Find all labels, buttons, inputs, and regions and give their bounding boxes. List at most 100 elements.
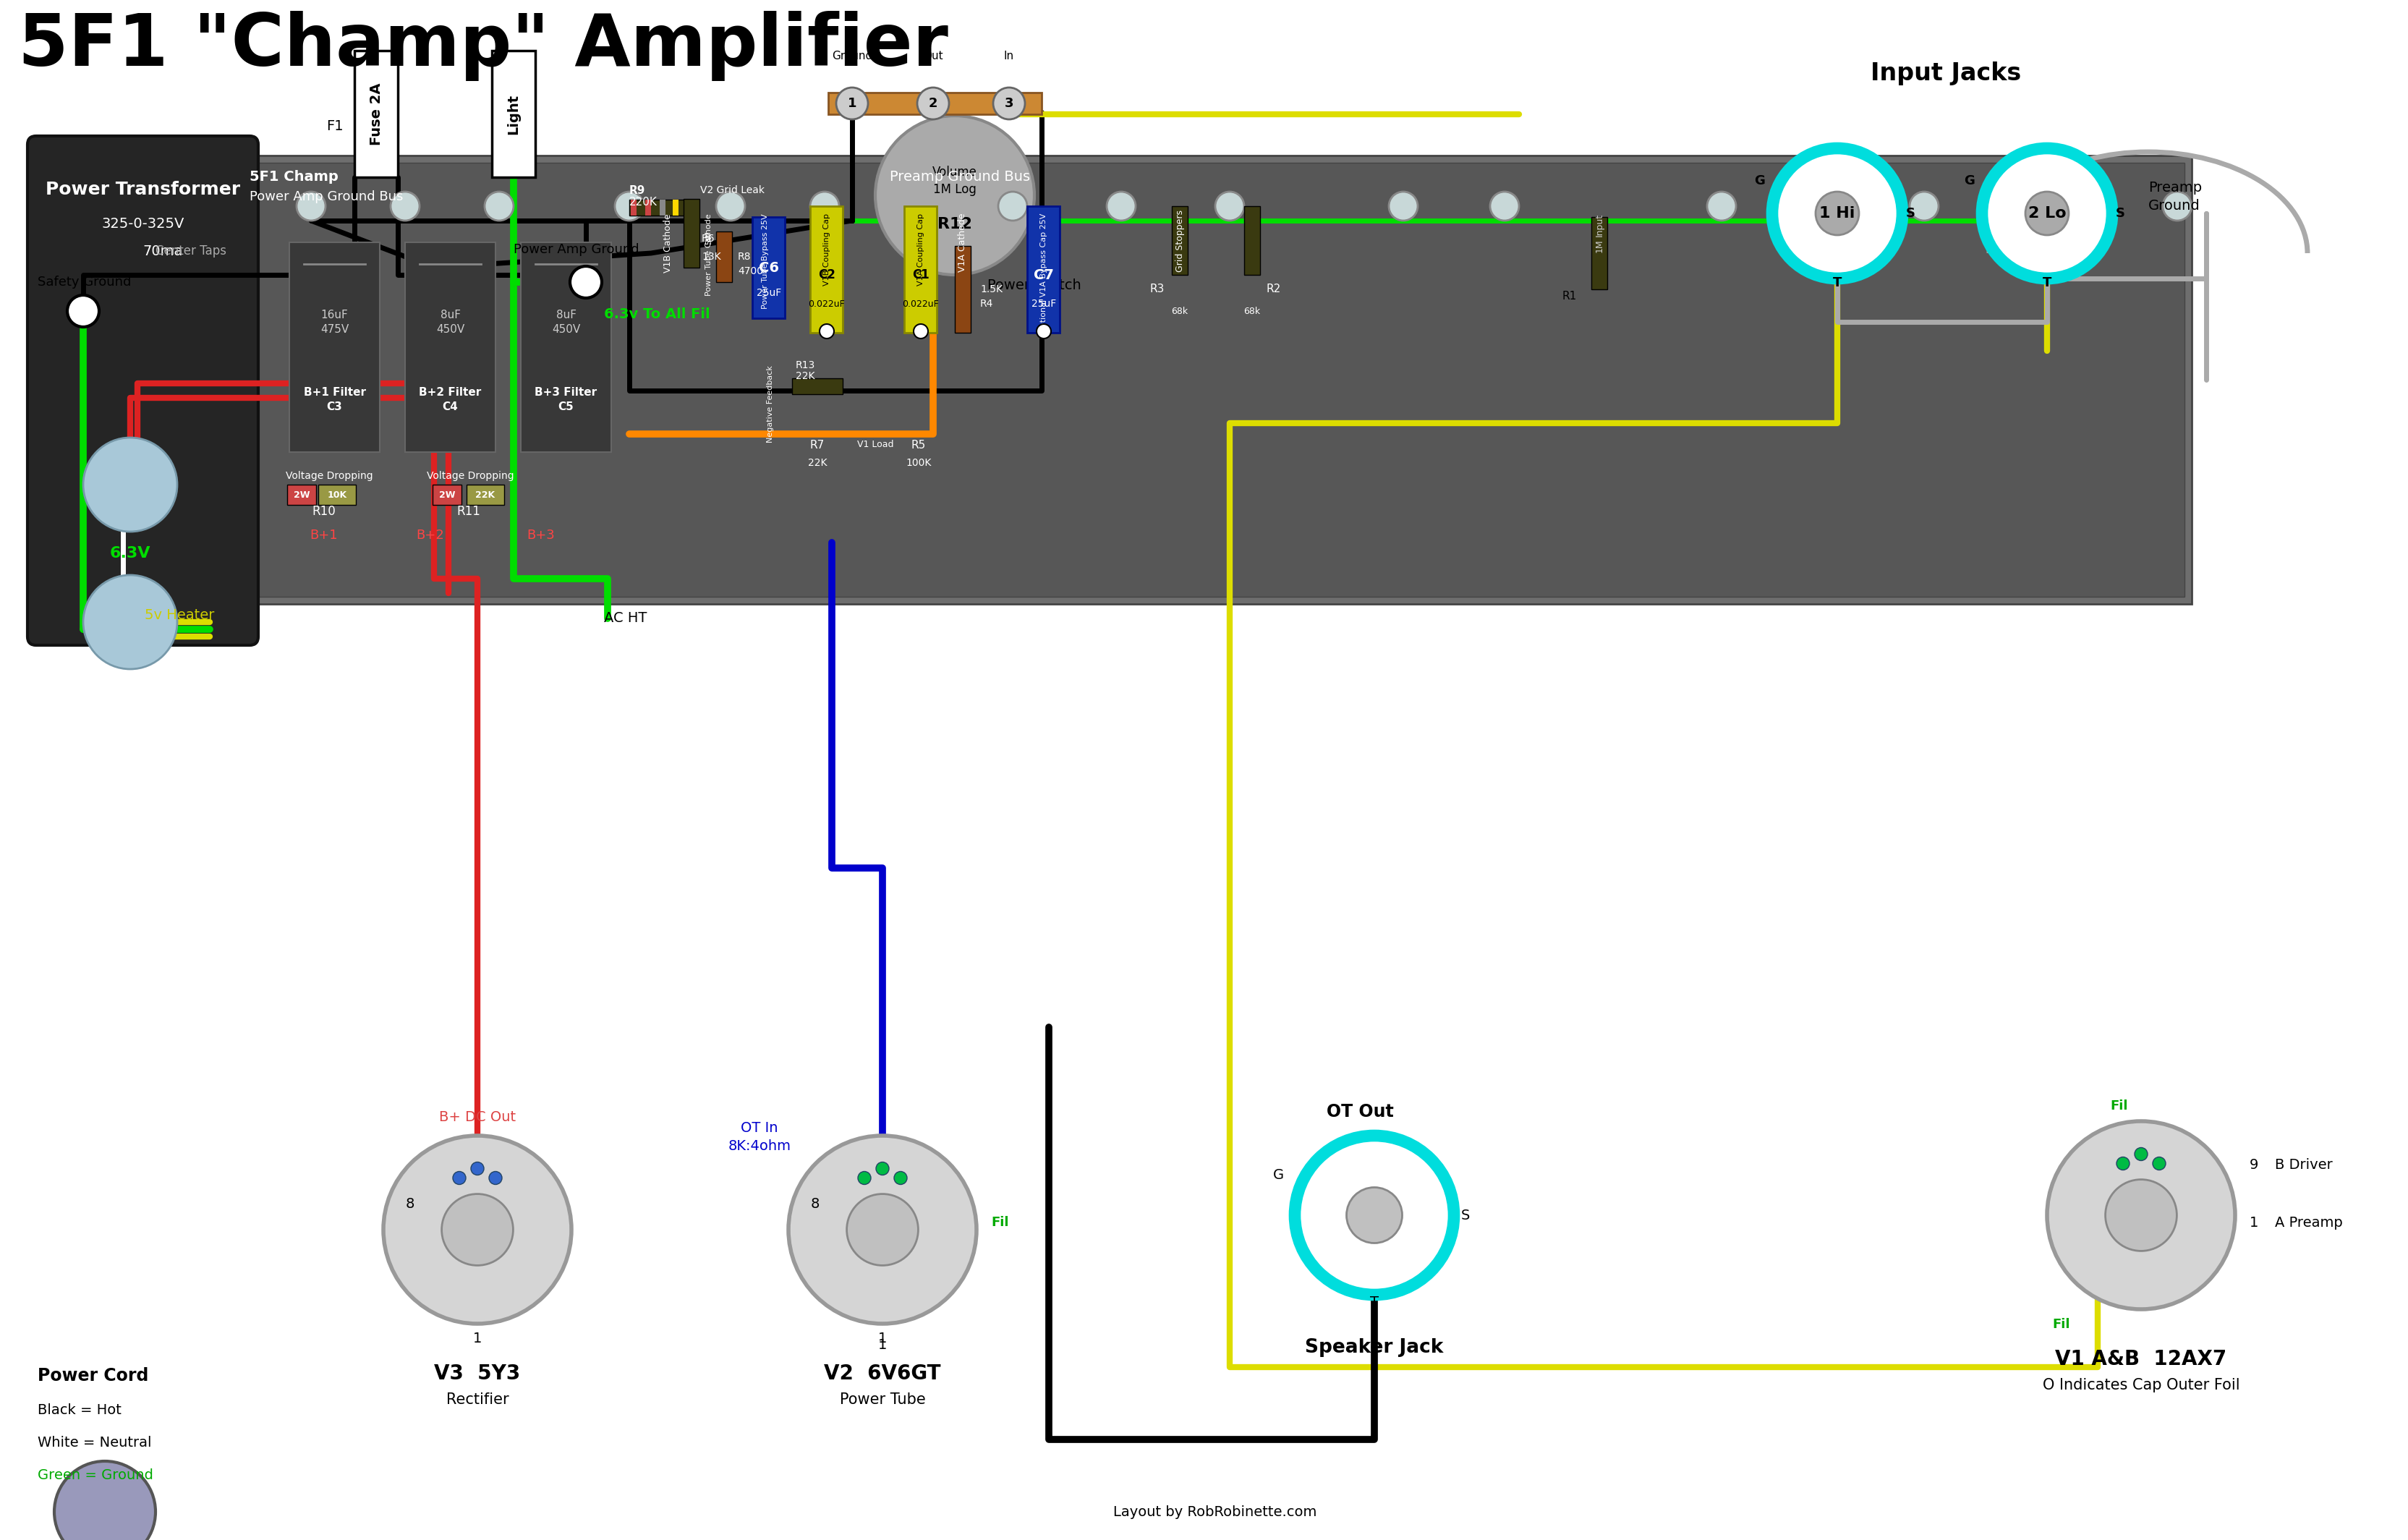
Text: R12: R12 <box>937 217 973 231</box>
Text: C7: C7 <box>1033 268 1055 282</box>
Text: 68k: 68k <box>1245 306 1259 316</box>
Text: In: In <box>1004 51 1014 62</box>
Text: OT In
8K:4ohm: OT In 8K:4ohm <box>727 1121 790 1153</box>
Circle shape <box>484 191 513 220</box>
Text: S: S <box>2117 206 2126 220</box>
Circle shape <box>1982 148 2112 279</box>
Text: Power Transformer: Power Transformer <box>46 180 241 199</box>
Text: 8: 8 <box>811 1198 819 1212</box>
Text: Power Tube Bypass 25V: Power Tube Bypass 25V <box>761 214 768 308</box>
Text: Volume
1M Log: Volume 1M Log <box>932 166 978 196</box>
Text: 1 Hi: 1 Hi <box>1820 206 1854 220</box>
Text: T: T <box>2042 276 2052 290</box>
Text: Negative Feedback: Negative Feedback <box>766 365 773 442</box>
Text: OT Out: OT Out <box>1327 1103 1394 1121</box>
Circle shape <box>1296 1135 1454 1295</box>
Text: Voltage Dropping: Voltage Dropping <box>426 471 513 480</box>
Bar <box>289 242 380 453</box>
Circle shape <box>2117 1157 2129 1170</box>
Text: Safety Ground: Safety Ground <box>39 276 130 288</box>
Bar <box>672 200 679 216</box>
Circle shape <box>1035 323 1050 339</box>
Circle shape <box>1491 191 1519 220</box>
Text: 0.022uF: 0.022uF <box>903 299 939 308</box>
Bar <box>631 200 636 216</box>
Text: Light: Light <box>506 94 520 134</box>
Circle shape <box>836 88 867 120</box>
Bar <box>903 206 937 333</box>
Text: B+3 Filter
C5: B+3 Filter C5 <box>535 387 597 413</box>
Text: 1: 1 <box>848 97 857 109</box>
Circle shape <box>1216 191 1245 220</box>
Circle shape <box>893 1172 908 1184</box>
Bar <box>751 217 785 319</box>
Bar <box>956 246 970 333</box>
Text: F1: F1 <box>327 120 344 134</box>
Text: Fuse 2A: Fuse 2A <box>368 83 383 145</box>
Circle shape <box>55 1461 157 1540</box>
Text: Input Jacks: Input Jacks <box>1871 62 2020 85</box>
Bar <box>715 231 732 282</box>
Text: 10K: 10K <box>327 490 347 499</box>
Text: Power Switch: Power Switch <box>987 279 1081 293</box>
Text: Fil: Fil <box>2052 1318 2071 1331</box>
Text: R4: R4 <box>980 299 995 310</box>
Text: Preamp
Ground: Preamp Ground <box>2148 180 2201 213</box>
Circle shape <box>441 1194 513 1266</box>
Bar <box>809 206 843 333</box>
Text: V2 Grid Leak: V2 Grid Leak <box>701 185 766 196</box>
Text: 1: 1 <box>879 1331 886 1344</box>
Text: 8uF
450V: 8uF 450V <box>551 310 580 334</box>
Bar <box>1028 206 1060 333</box>
Circle shape <box>1346 1187 1401 1243</box>
Text: 1.5K: 1.5K <box>980 285 1002 294</box>
Text: 2: 2 <box>929 97 937 109</box>
Text: 16uF
475V: 16uF 475V <box>320 310 349 334</box>
Text: Power Tube Cathode: Power Tube Cathode <box>706 214 713 296</box>
Circle shape <box>857 1172 872 1184</box>
Text: A Preamp: A Preamp <box>2276 1215 2343 1229</box>
Text: 100K: 100K <box>905 457 932 468</box>
Circle shape <box>571 266 602 299</box>
Text: 70ma: 70ma <box>142 245 183 259</box>
Text: 6.3V: 6.3V <box>111 547 152 561</box>
Bar <box>1592 217 1606 290</box>
Text: Power Amp Ground Bus: Power Amp Ground Bus <box>250 191 402 203</box>
Bar <box>684 199 698 268</box>
Circle shape <box>1910 191 1938 220</box>
Text: B Driver: B Driver <box>2276 1158 2333 1172</box>
Text: G: G <box>1965 174 1975 188</box>
Text: Fil: Fil <box>2109 1100 2129 1112</box>
Text: C6: C6 <box>759 260 780 274</box>
Text: 1: 1 <box>472 1331 482 1344</box>
Circle shape <box>787 1135 978 1324</box>
Circle shape <box>809 191 838 220</box>
Bar <box>318 485 356 505</box>
Text: S: S <box>1907 206 1914 220</box>
Text: 325-0-325V: 325-0-325V <box>101 217 185 231</box>
Circle shape <box>992 88 1026 120</box>
Bar <box>491 51 535 177</box>
Text: Input: Input <box>1594 214 1604 237</box>
Bar <box>1173 206 1187 274</box>
Circle shape <box>2105 1180 2177 1250</box>
Text: V1B Coupling Cap: V1B Coupling Cap <box>824 214 831 286</box>
Text: 5F1 Champ: 5F1 Champ <box>250 169 340 183</box>
Text: 0.022uF: 0.022uF <box>809 299 845 308</box>
Circle shape <box>848 1194 917 1266</box>
Text: Voltage Dropping: Voltage Dropping <box>287 471 373 480</box>
Circle shape <box>489 1172 501 1184</box>
Text: T: T <box>1370 1295 1380 1309</box>
Bar <box>433 485 462 505</box>
Circle shape <box>453 1172 465 1184</box>
Circle shape <box>1108 191 1137 220</box>
Text: R3: R3 <box>1151 283 1165 294</box>
Text: Ground: Ground <box>831 51 872 62</box>
Bar <box>246 163 2184 598</box>
Bar <box>405 242 496 453</box>
Bar <box>792 379 843 394</box>
Text: 6.3v To All Fil: 6.3v To All Fil <box>604 308 710 322</box>
Circle shape <box>819 323 833 339</box>
Text: 13K: 13K <box>701 251 720 262</box>
Bar <box>354 51 397 177</box>
